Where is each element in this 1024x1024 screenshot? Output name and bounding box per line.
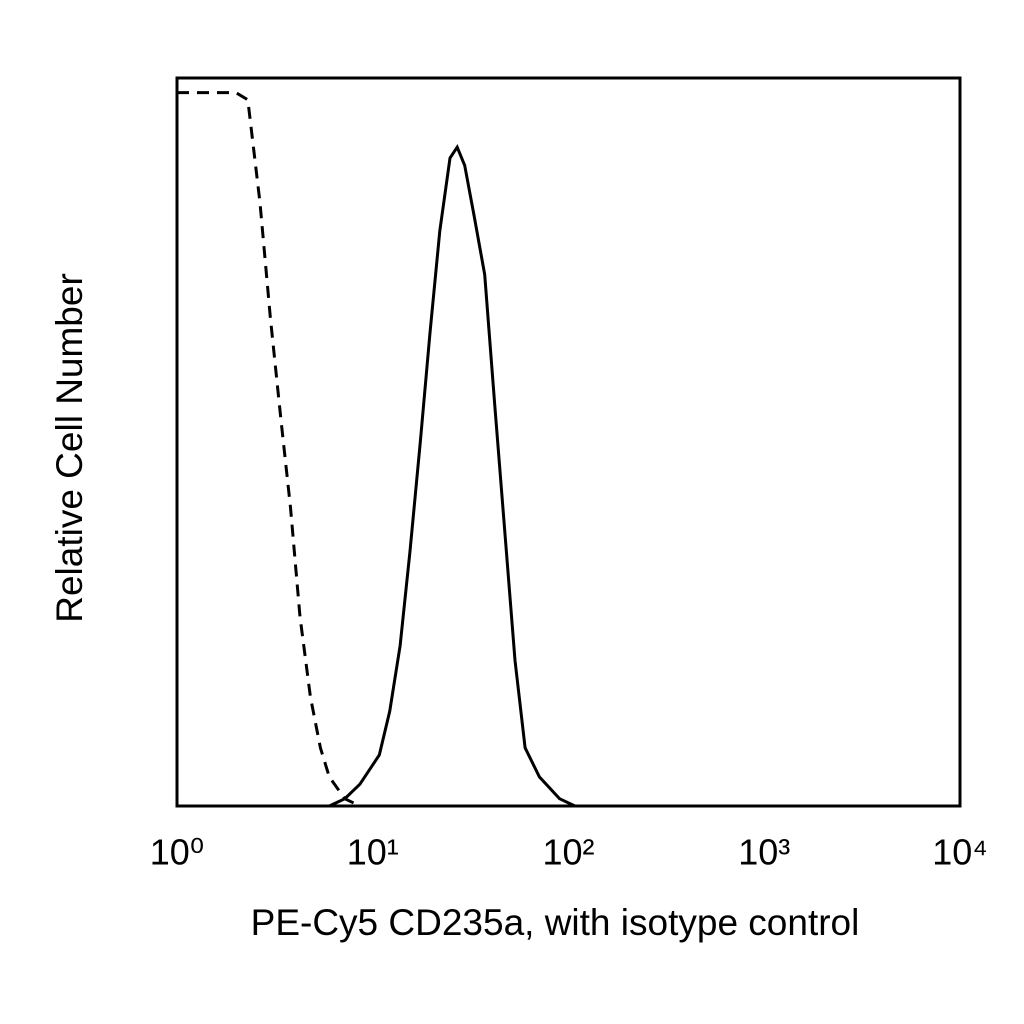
x-tick-label: 10⁰ bbox=[150, 832, 204, 873]
x-tick-label: 10⁴ bbox=[932, 832, 988, 873]
x-tick-label: 10³ bbox=[738, 832, 790, 873]
x-axis-label: PE-Cy5 CD235a, with isotype control bbox=[251, 902, 860, 943]
plot-frame bbox=[175, 76, 962, 808]
histogram-line bbox=[177, 144, 619, 808]
histogram-line bbox=[177, 91, 619, 808]
x-tick-label: 10² bbox=[542, 832, 594, 873]
y-axis-label: Relative Cell Number bbox=[49, 273, 90, 623]
x-tick-label: 10¹ bbox=[347, 832, 399, 873]
